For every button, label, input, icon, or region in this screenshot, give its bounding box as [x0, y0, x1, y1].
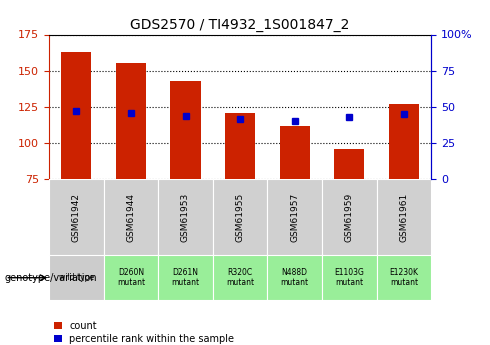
Text: GSM61942: GSM61942: [72, 193, 81, 242]
Text: genotype/variation: genotype/variation: [5, 273, 98, 283]
Bar: [322, 179, 377, 255]
Bar: [49, 179, 103, 255]
Bar: [268, 179, 322, 255]
Text: E1103G
mutant: E1103G mutant: [334, 268, 364, 287]
Bar: [377, 179, 431, 255]
Text: R320C
mutant: R320C mutant: [226, 268, 254, 287]
Bar: [171, 81, 200, 179]
Text: GSM61944: GSM61944: [126, 193, 135, 242]
Text: D260N
mutant: D260N mutant: [117, 268, 145, 287]
Bar: [103, 255, 158, 300]
Bar: [61, 52, 91, 179]
Text: GSM61955: GSM61955: [236, 193, 245, 242]
Text: GSM61961: GSM61961: [399, 193, 408, 242]
Bar: [322, 255, 377, 300]
Bar: [280, 126, 310, 179]
Bar: [213, 255, 268, 300]
Text: D261N
mutant: D261N mutant: [172, 268, 199, 287]
Text: N488D
mutant: N488D mutant: [281, 268, 309, 287]
Bar: [158, 255, 213, 300]
Bar: [116, 63, 146, 179]
Text: E1230K
mutant: E1230K mutant: [390, 268, 418, 287]
Bar: [103, 179, 158, 255]
Bar: [49, 255, 103, 300]
Text: GSM61959: GSM61959: [345, 193, 354, 242]
Text: wild type: wild type: [59, 273, 94, 282]
Legend: count, percentile rank within the sample: count, percentile rank within the sample: [54, 321, 234, 344]
Bar: [225, 113, 255, 179]
Bar: [158, 179, 213, 255]
Bar: [334, 149, 364, 179]
Text: GSM61957: GSM61957: [290, 193, 299, 242]
Title: GDS2570 / TI4932_1S001847_2: GDS2570 / TI4932_1S001847_2: [130, 18, 350, 32]
Text: GSM61953: GSM61953: [181, 193, 190, 242]
Bar: [213, 179, 268, 255]
Bar: [268, 255, 322, 300]
Bar: [377, 255, 431, 300]
Bar: [389, 104, 419, 179]
